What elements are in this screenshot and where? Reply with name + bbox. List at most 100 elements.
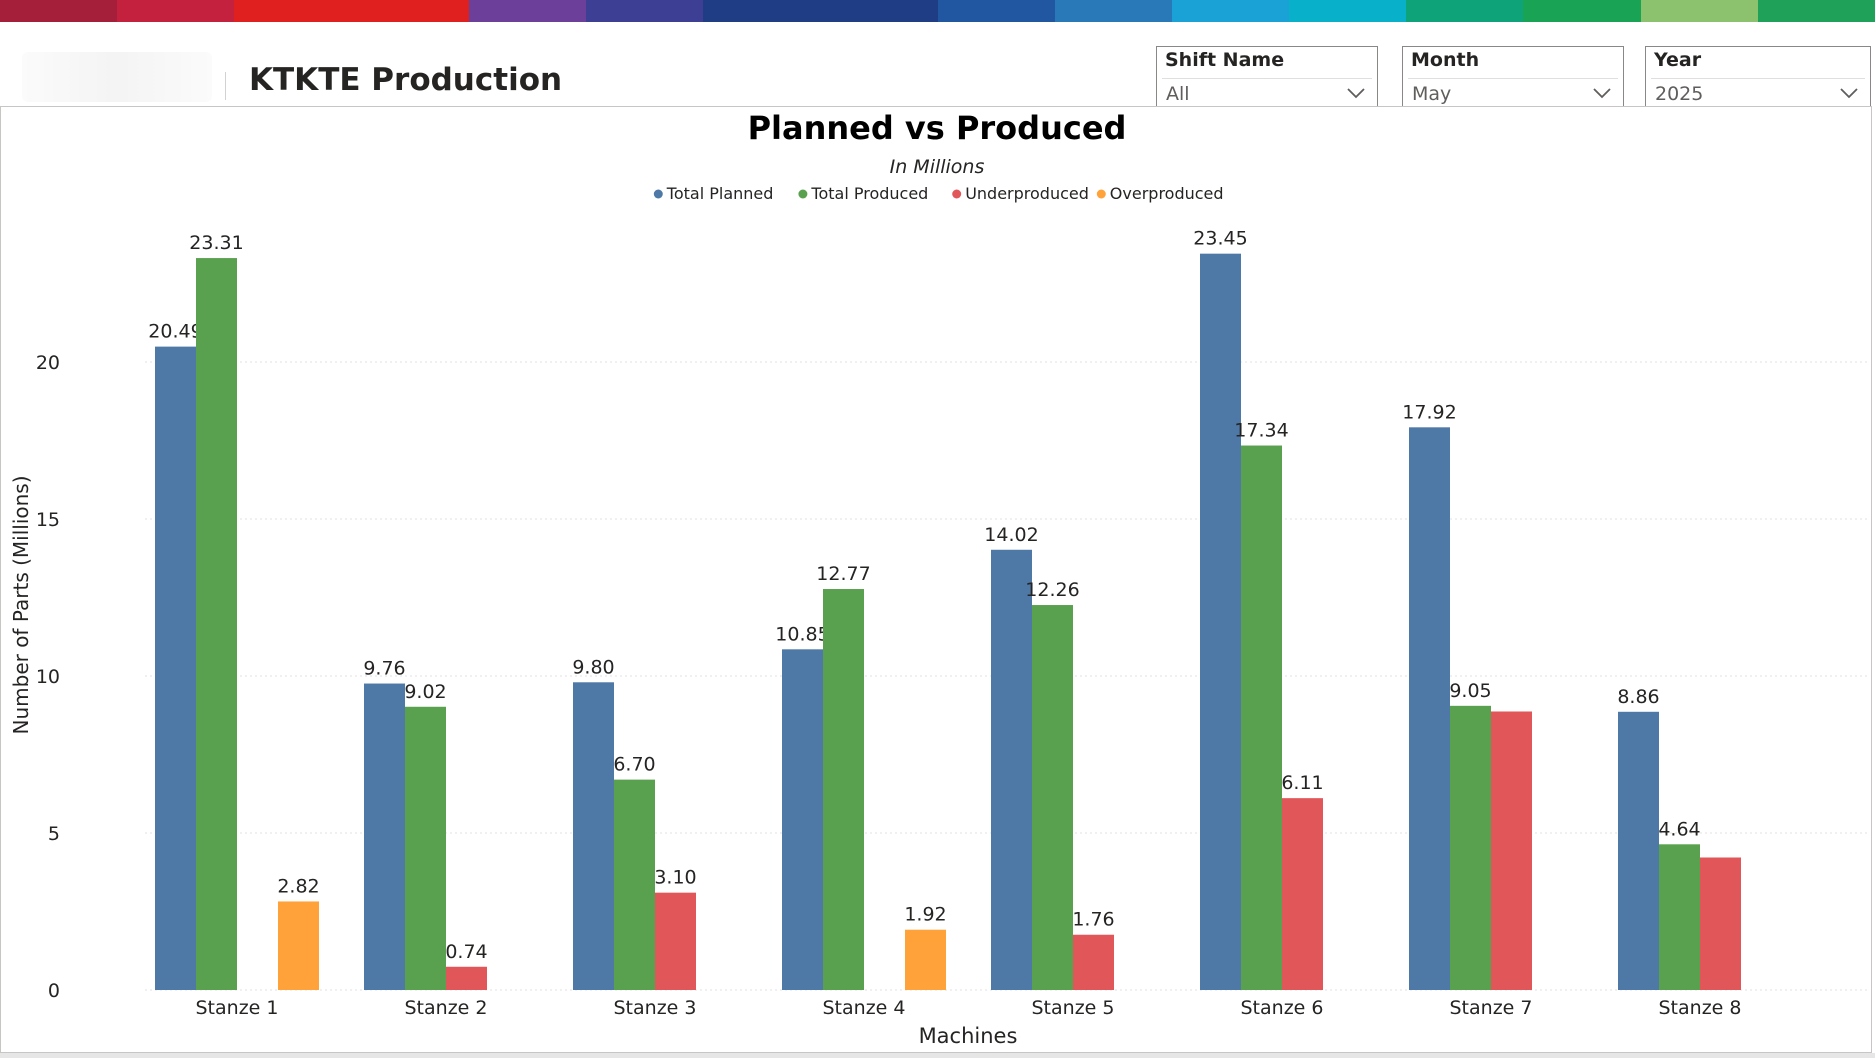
band-segment: [1640, 0, 1758, 22]
chart-title: Planned vs Produced: [748, 109, 1127, 147]
chevron-down-icon[interactable]: [1592, 86, 1612, 100]
bar-underproduced: [1282, 798, 1323, 990]
data-label: 23.31: [189, 232, 243, 254]
x-axis: Stanze 1 Stanze 2 Stanze 3 Stanze 4 Stanze 5…: [196, 997, 1742, 1019]
month-slicer[interactable]: Month May: [1402, 46, 1624, 110]
year-dropdown[interactable]: 2025: [1651, 78, 1865, 106]
band-segment: [1406, 0, 1524, 22]
bar-total-produced: [614, 779, 655, 990]
data-label: 4.64: [1658, 818, 1700, 840]
bar-total-planned: [573, 682, 614, 990]
shift-name-slicer-title: Shift Name: [1165, 49, 1285, 71]
data-label: 2.82: [277, 875, 319, 897]
band-segment: [117, 0, 235, 22]
bar-total-planned: [991, 549, 1032, 990]
month-dropdown[interactable]: May: [1408, 78, 1618, 106]
bar-total-planned: [1618, 711, 1659, 990]
bar-total-produced: [1450, 705, 1491, 990]
x-tick-label: Stanze 1: [196, 997, 279, 1019]
report-header: KTKTE Production Shift Name All Month Ma…: [0, 22, 1875, 110]
bar-total-planned: [155, 346, 196, 990]
legend-marker: [1096, 189, 1106, 199]
chevron-down-icon[interactable]: [1839, 86, 1859, 100]
x-tick-label: Stanze 8: [1659, 997, 1742, 1019]
bar-total-produced: [1032, 605, 1073, 990]
y-tick-label: 0: [48, 980, 60, 1002]
data-label: 14.02: [984, 524, 1038, 546]
x-tick-label: Stanze 4: [823, 997, 906, 1019]
data-label: 12.26: [1025, 579, 1079, 601]
bar-underproduced: [1700, 857, 1741, 990]
legend-marker: [798, 189, 808, 199]
data-label: 9.76: [363, 658, 405, 680]
data-label: 6.70: [613, 754, 655, 776]
y-tick-label: 5: [48, 823, 60, 845]
year-slicer[interactable]: Year 2025: [1645, 46, 1871, 110]
bar-total-produced: [1241, 445, 1282, 990]
shift-name-value: All: [1166, 83, 1190, 105]
x-tick-label: Stanze 7: [1450, 997, 1533, 1019]
month-slicer-title: Month: [1411, 49, 1480, 71]
data-label: 3.10: [654, 867, 696, 889]
data-label: 23.45: [1193, 228, 1247, 250]
x-tick-label: Stanze 3: [614, 997, 697, 1019]
bar-total-planned: [782, 649, 823, 990]
band-segment: [234, 0, 352, 22]
bar-underproduced: [655, 892, 696, 990]
report-title: KTKTE Production: [249, 62, 563, 98]
data-label: 17.92: [1402, 401, 1456, 423]
y-axis-title: Number of Parts (Millions): [9, 475, 33, 734]
data-label: 20.49: [148, 321, 202, 343]
data-label: 1.76: [1072, 909, 1114, 931]
band-segment: [1054, 0, 1172, 22]
bar-total-produced: [823, 589, 864, 990]
bar-total-produced: [196, 258, 237, 990]
legend-label: Total Planned: [666, 184, 774, 203]
company-logo: [22, 52, 212, 102]
bar-total-produced: [1659, 844, 1700, 990]
bar-underproduced: [446, 966, 487, 990]
bar-overproduced: [905, 929, 946, 990]
legend-marker: [952, 189, 962, 199]
data-label: 10.85: [775, 623, 829, 645]
data-label: 9.02: [404, 681, 446, 703]
bar-total-planned: [1200, 253, 1241, 991]
year-slicer-title: Year: [1654, 49, 1702, 71]
band-segment: [1757, 0, 1875, 22]
data-label: 12.77: [816, 563, 870, 585]
chart-visual: [0, 106, 1872, 1053]
data-label: 1.92: [904, 904, 946, 926]
y-tick-label: 15: [36, 509, 60, 531]
x-tick-label: Stanze 2: [405, 997, 488, 1019]
bar-underproduced: [1491, 711, 1532, 990]
chart-legend: Total Planned Total Produced Underproduced…: [653, 184, 1224, 203]
bar-total-produced: [405, 706, 446, 990]
y-axis: 0 5 10 15 20: [36, 352, 60, 1002]
data-label: 0.74: [445, 941, 487, 963]
shift-name-slicer[interactable]: Shift Name All: [1156, 46, 1378, 110]
bar-overproduced: [278, 901, 319, 990]
data-label: 9.05: [1449, 680, 1491, 702]
month-value: May: [1412, 83, 1452, 105]
data-label: 8.86: [1617, 686, 1659, 708]
bar-total-planned: [364, 683, 405, 990]
x-tick-label: Stanze 5: [1032, 997, 1115, 1019]
band-segment: [703, 0, 821, 22]
chart-bars: 20.49 23.31 2.82 9.769.02 0.74 9.80 6.70 3.10 10…: [148, 228, 1741, 991]
y-tick-label: 10: [36, 666, 60, 688]
shift-name-dropdown[interactable]: All: [1162, 78, 1372, 106]
legend-label: Overproduced: [1110, 184, 1224, 203]
x-axis-title: Machines: [919, 1024, 1018, 1048]
data-label: 17.34: [1234, 420, 1288, 442]
band-segment: [585, 0, 704, 22]
band-segment: [0, 0, 118, 22]
chart-subtitle: In Millions: [890, 156, 985, 178]
x-tick-label: Stanze 6: [1241, 997, 1324, 1019]
year-value: 2025: [1655, 83, 1704, 105]
band-segment: [820, 0, 938, 22]
bottom-strip: [0, 1053, 1875, 1058]
chevron-down-icon[interactable]: [1346, 86, 1366, 100]
header-color-band: [0, 0, 1875, 22]
bar-underproduced: [1073, 934, 1114, 990]
